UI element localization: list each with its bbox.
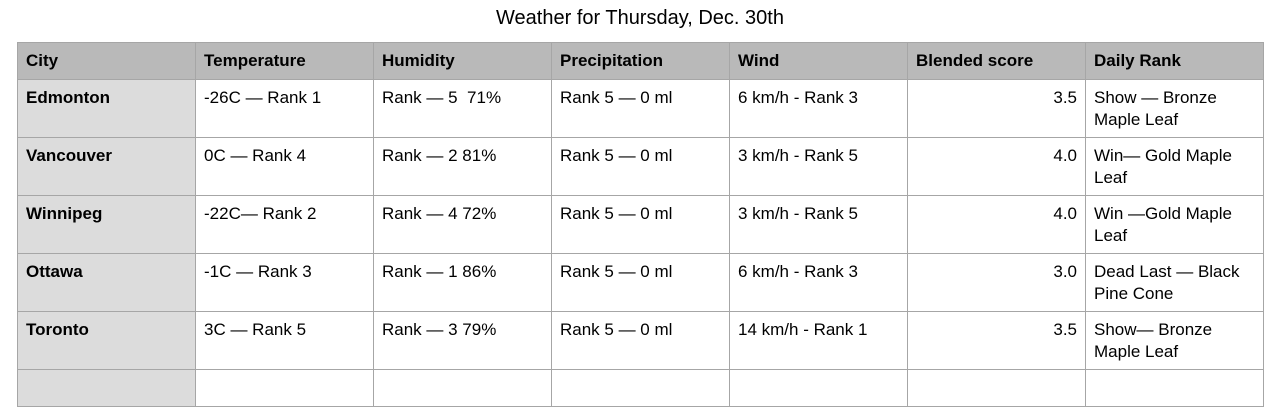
table-cell: 3 km/h - Rank 5 [729, 195, 908, 254]
column-header: Precipitation [551, 42, 730, 80]
city-cell: Winnipeg [17, 195, 196, 254]
column-header: Daily Rank [1085, 42, 1264, 80]
table-cell: 6 km/h - Rank 3 [729, 253, 908, 312]
table-cell: -1C — Rank 3 [195, 253, 374, 312]
table-cell: Rank — 2 81% [373, 137, 552, 196]
column-header: Humidity [373, 42, 552, 80]
table-cell: 3.5 [907, 311, 1086, 370]
empty-row [17, 369, 1264, 407]
table-cell: -26C — Rank 1 [195, 79, 374, 138]
table-cell: Dead Last — Black Pine Cone [1085, 253, 1264, 312]
table-cell: 6 km/h - Rank 3 [729, 79, 908, 138]
empty-cell [373, 369, 552, 407]
table-row: Winnipeg -22C— Rank 2 Rank — 4 72% Rank 5 —… [17, 195, 1264, 254]
empty-cell [1085, 369, 1264, 407]
column-header: City [17, 42, 196, 80]
empty-cell [907, 369, 1086, 407]
header-row: City Temperature Humidity Precipitation Wind… [17, 42, 1264, 80]
table-row: Vancouver 0C — Rank 4 Rank — 2 81% Rank 5 —… [17, 137, 1264, 196]
table-cell: Win— Gold Maple Leaf [1085, 137, 1264, 196]
table-cell: 3C — Rank 5 [195, 311, 374, 370]
table-cell: 4.0 [907, 137, 1086, 196]
table-cell: Show— Bronze Maple Leaf [1085, 311, 1264, 370]
table-cell: Rank 5 — 0 ml [551, 253, 730, 312]
table-cell: 3.0 [907, 253, 1086, 312]
table-row: Ottawa -1C — Rank 3 Rank — 1 86% Rank 5 — 0… [17, 253, 1264, 312]
table-cell: Rank — 3 79% [373, 311, 552, 370]
table-cell: -22C— Rank 2 [195, 195, 374, 254]
city-cell: Ottawa [17, 253, 196, 312]
table-cell: 14 km/h - Rank 1 [729, 311, 908, 370]
title: Weather for Thursday, Dec. 30th [496, 7, 784, 29]
city-cell: Vancouver [17, 137, 196, 196]
table-row: Toronto 3C — Rank 5 Rank — 3 79% Rank 5 — 0… [17, 311, 1264, 370]
table-cell: 3.5 [907, 79, 1086, 138]
weather-table: City Temperature Humidity Precipitation Wind… [17, 42, 1264, 407]
table-cell: Rank — 4 72% [373, 195, 552, 254]
table-cell: 4.0 [907, 195, 1086, 254]
table-cell: Rank 5 — 0 ml [551, 195, 730, 254]
empty-cell [195, 369, 374, 407]
column-header: Blended score [907, 42, 1086, 80]
empty-cell [729, 369, 908, 407]
empty-cell [17, 369, 196, 407]
column-header: Wind [729, 42, 908, 80]
table-cell: Rank — 1 86% [373, 253, 552, 312]
column-header: Temperature [195, 42, 374, 80]
table-cell: Win —Gold Maple Leaf [1085, 195, 1264, 254]
table-cell: Rank 5 — 0 ml [551, 79, 730, 138]
table-row: Edmonton -26C — Rank 1 Rank — 5 71% Rank 5 … [17, 79, 1264, 138]
table-cell: Rank 5 — 0 ml [551, 311, 730, 370]
city-cell: Edmonton [17, 79, 196, 138]
table-cell: 0C — Rank 4 [195, 137, 374, 196]
table-cell: 3 km/h - Rank 5 [729, 137, 908, 196]
city-cell: Toronto [17, 311, 196, 370]
table-cell: Show — Bronze Maple Leaf [1085, 79, 1264, 138]
table-cell: Rank — 5 71% [373, 79, 552, 138]
empty-cell [551, 369, 730, 407]
table-cell: Rank 5 — 0 ml [551, 137, 730, 196]
